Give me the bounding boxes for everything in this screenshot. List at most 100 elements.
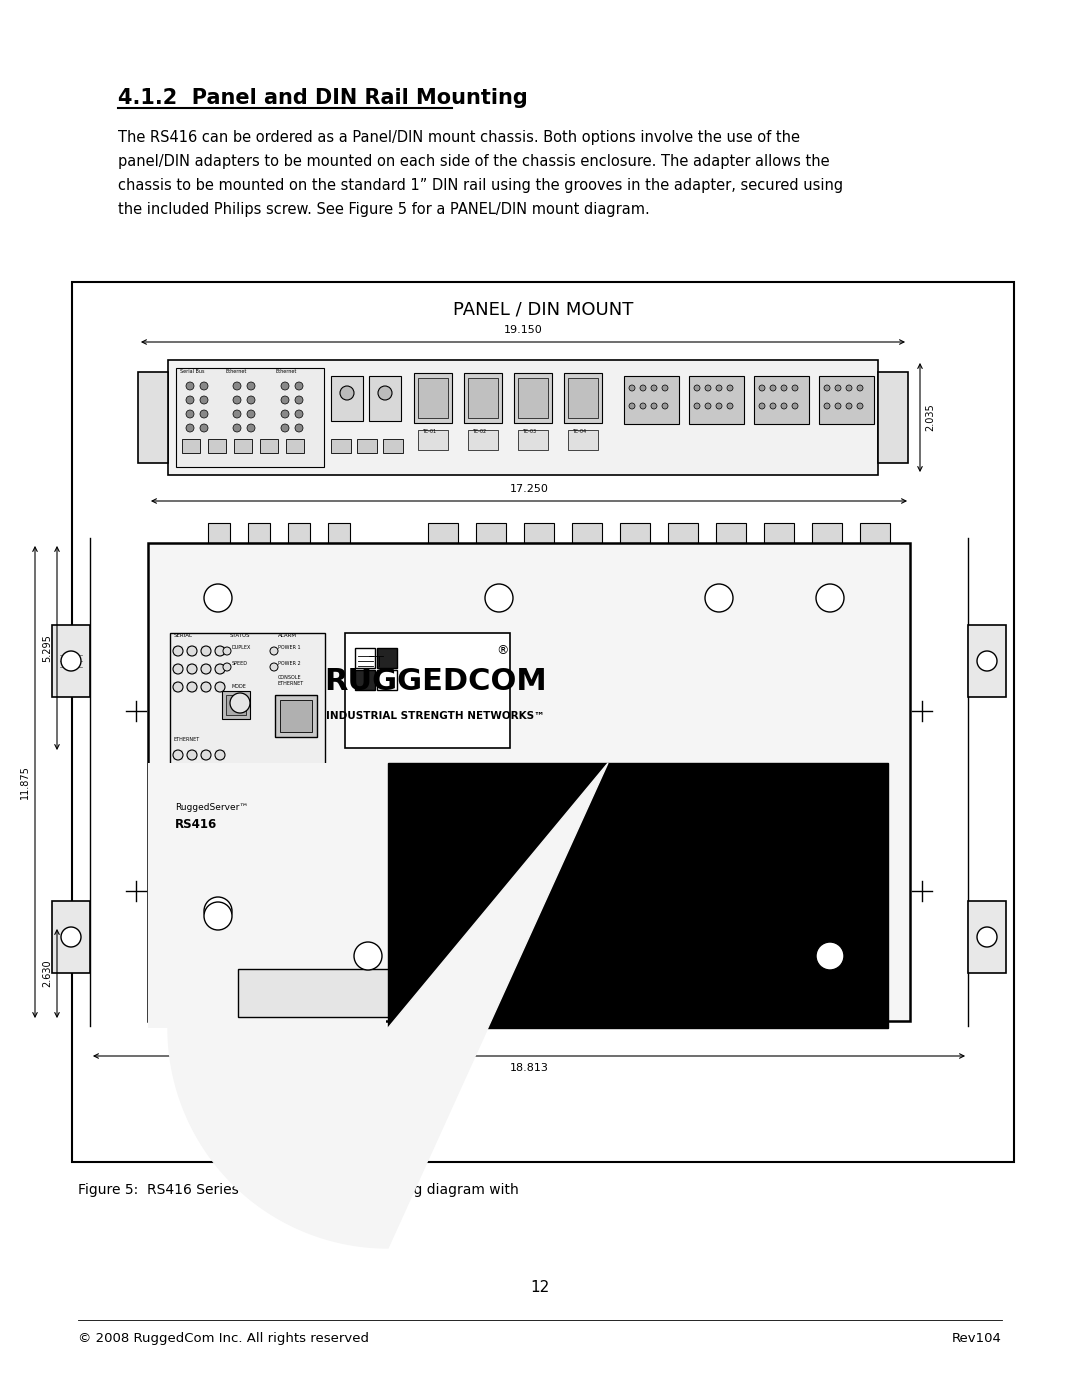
Bar: [568, 379, 598, 418]
Text: STATUS: STATUS: [230, 633, 251, 638]
Circle shape: [186, 381, 194, 390]
Bar: [568, 430, 598, 450]
Circle shape: [204, 902, 232, 930]
Circle shape: [247, 425, 255, 432]
Text: 12: 12: [530, 1280, 550, 1295]
Circle shape: [816, 942, 843, 970]
Circle shape: [200, 409, 208, 418]
Circle shape: [204, 584, 232, 612]
Circle shape: [201, 664, 211, 673]
Bar: [208, 439, 226, 453]
Bar: [968, 624, 1005, 697]
Circle shape: [187, 750, 197, 760]
Bar: [572, 522, 602, 543]
Bar: [355, 671, 375, 690]
Text: panel/DIN adapters to be mounted on each side of the chassis enclosure. The adap: panel/DIN adapters to be mounted on each…: [118, 154, 829, 169]
Circle shape: [230, 693, 249, 712]
Circle shape: [60, 928, 81, 947]
Circle shape: [233, 409, 241, 418]
Circle shape: [201, 645, 211, 657]
Bar: [369, 376, 401, 420]
Circle shape: [759, 386, 765, 391]
Circle shape: [186, 425, 194, 432]
Circle shape: [247, 381, 255, 390]
Text: 19.150: 19.150: [503, 326, 542, 335]
Bar: [812, 522, 842, 543]
Text: TE-01: TE-01: [422, 429, 436, 434]
Bar: [288, 522, 310, 543]
Circle shape: [651, 386, 657, 391]
Bar: [234, 439, 252, 453]
Text: TE-04: TE-04: [572, 429, 586, 434]
Circle shape: [200, 381, 208, 390]
Circle shape: [640, 402, 646, 409]
Circle shape: [295, 395, 303, 404]
Circle shape: [215, 750, 225, 760]
Circle shape: [270, 647, 278, 655]
Bar: [624, 376, 679, 425]
Circle shape: [485, 584, 513, 612]
Text: MODE: MODE: [232, 685, 247, 689]
Bar: [518, 430, 548, 450]
Circle shape: [640, 386, 646, 391]
Circle shape: [977, 651, 997, 671]
Circle shape: [727, 386, 733, 391]
Circle shape: [662, 402, 669, 409]
Text: 18.813: 18.813: [510, 1063, 549, 1073]
Circle shape: [781, 386, 787, 391]
Circle shape: [354, 942, 382, 970]
Text: 11.875: 11.875: [21, 766, 30, 799]
Bar: [275, 694, 318, 738]
Circle shape: [173, 645, 183, 657]
Circle shape: [694, 402, 700, 409]
Text: ETHERNET: ETHERNET: [174, 738, 200, 742]
Text: 2.630: 2.630: [42, 960, 52, 988]
Circle shape: [858, 402, 863, 409]
Circle shape: [281, 381, 289, 390]
Circle shape: [716, 386, 723, 391]
Circle shape: [792, 386, 798, 391]
Circle shape: [651, 402, 657, 409]
Text: ®: ®: [496, 644, 509, 658]
Circle shape: [781, 402, 787, 409]
Circle shape: [694, 386, 700, 391]
Circle shape: [629, 402, 635, 409]
Circle shape: [200, 395, 208, 404]
Circle shape: [281, 395, 289, 404]
Text: SERIAL: SERIAL: [174, 633, 193, 638]
Circle shape: [846, 386, 852, 391]
Text: 5.295: 5.295: [42, 634, 52, 662]
Bar: [345, 633, 510, 747]
Circle shape: [281, 409, 289, 418]
Bar: [418, 430, 448, 450]
Bar: [377, 648, 397, 668]
Circle shape: [662, 386, 669, 391]
Text: Ethernet: Ethernet: [276, 369, 297, 374]
Bar: [764, 522, 794, 543]
Bar: [260, 439, 278, 453]
Text: PANEL / DIN MOUNT: PANEL / DIN MOUNT: [453, 300, 633, 319]
Text: chassis to be mounted on the standard 1” DIN rail using the grooves in the adapt: chassis to be mounted on the standard 1”…: [118, 177, 843, 193]
Bar: [168, 360, 878, 475]
Text: Ethernet: Ethernet: [226, 369, 247, 374]
Bar: [716, 522, 746, 543]
Circle shape: [201, 750, 211, 760]
Bar: [52, 901, 90, 972]
Circle shape: [281, 425, 289, 432]
Bar: [518, 379, 548, 418]
Bar: [357, 439, 377, 453]
Bar: [428, 522, 458, 543]
Circle shape: [186, 395, 194, 404]
Text: Figure 5:  RS416 Series PANEL/DIN RAIL mounting diagram with: Figure 5: RS416 Series PANEL/DIN RAIL mo…: [78, 1183, 518, 1197]
Circle shape: [295, 381, 303, 390]
Circle shape: [340, 386, 354, 400]
Circle shape: [173, 664, 183, 673]
Circle shape: [222, 647, 231, 655]
Circle shape: [187, 645, 197, 657]
Bar: [148, 763, 386, 1028]
Circle shape: [215, 664, 225, 673]
Text: Rev104: Rev104: [953, 1331, 1002, 1345]
Circle shape: [270, 664, 278, 671]
Bar: [414, 373, 453, 423]
Circle shape: [186, 409, 194, 418]
